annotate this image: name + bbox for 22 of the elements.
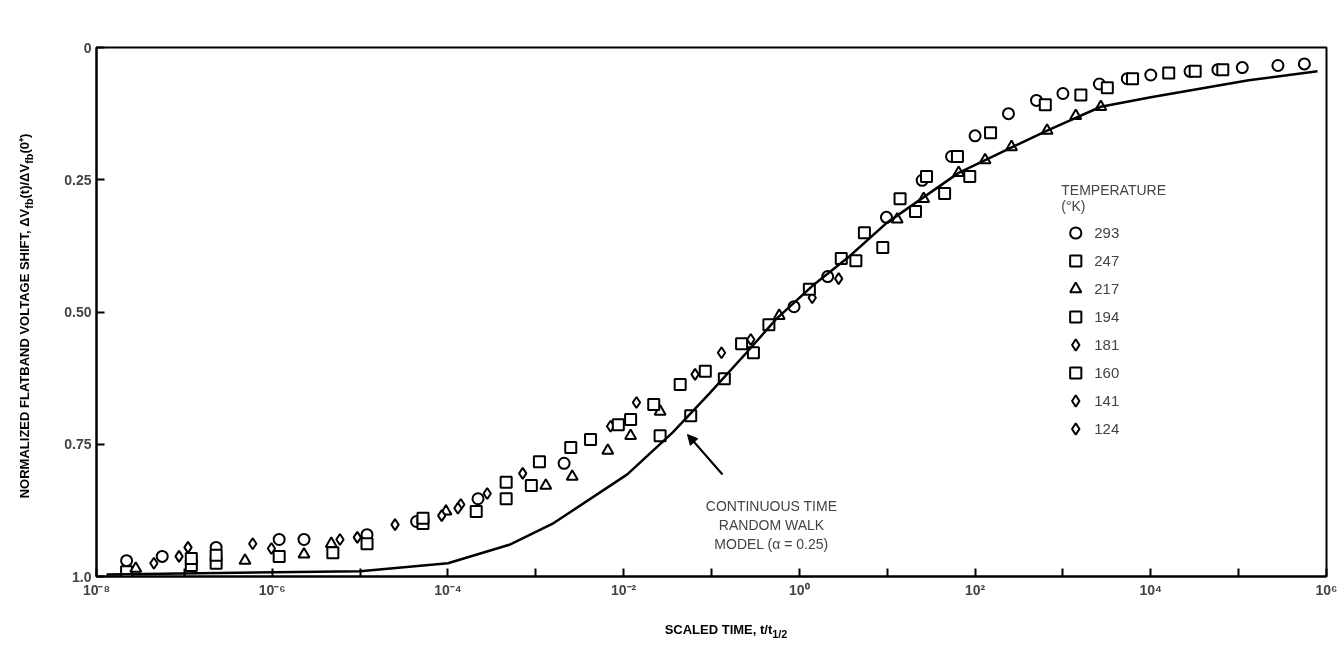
y-tick-label: 0.25: [64, 171, 92, 188]
legend-label: 194: [1094, 306, 1120, 326]
x-tick-label: 10⁻⁴: [434, 581, 462, 598]
legend-label: 293: [1094, 222, 1120, 242]
legend-label: 247: [1094, 250, 1120, 270]
legend-label: 124: [1094, 418, 1120, 438]
legend-title: TEMPERATURE (°K): [1061, 181, 1166, 213]
x-tick-label: 10²: [964, 581, 986, 598]
annotation: CONTINUOUS TIME RANDOM WALK MODEL (α = 0.25): [705, 497, 837, 552]
legend-label: 217: [1094, 278, 1120, 298]
x-tick-label: 10⁰: [789, 581, 810, 598]
x-tick-label: 10⁻⁶: [258, 581, 286, 598]
legend-label: 141: [1094, 390, 1120, 410]
y-tick-label: 0: [83, 39, 92, 56]
x-tick-label: 10⁻²: [611, 581, 637, 598]
y-tick-label: 0.75: [64, 436, 92, 453]
legend-label: 181: [1094, 334, 1120, 354]
x-tick-label: 10⁴: [1139, 581, 1163, 598]
x-axis-title: SCALED TIME, t/t$_{1/2}$: [664, 621, 788, 642]
legend-label: 160: [1094, 362, 1120, 382]
x-tick-label: 10⁶: [1315, 581, 1338, 598]
y-tick-label: 0.50: [64, 304, 92, 320]
